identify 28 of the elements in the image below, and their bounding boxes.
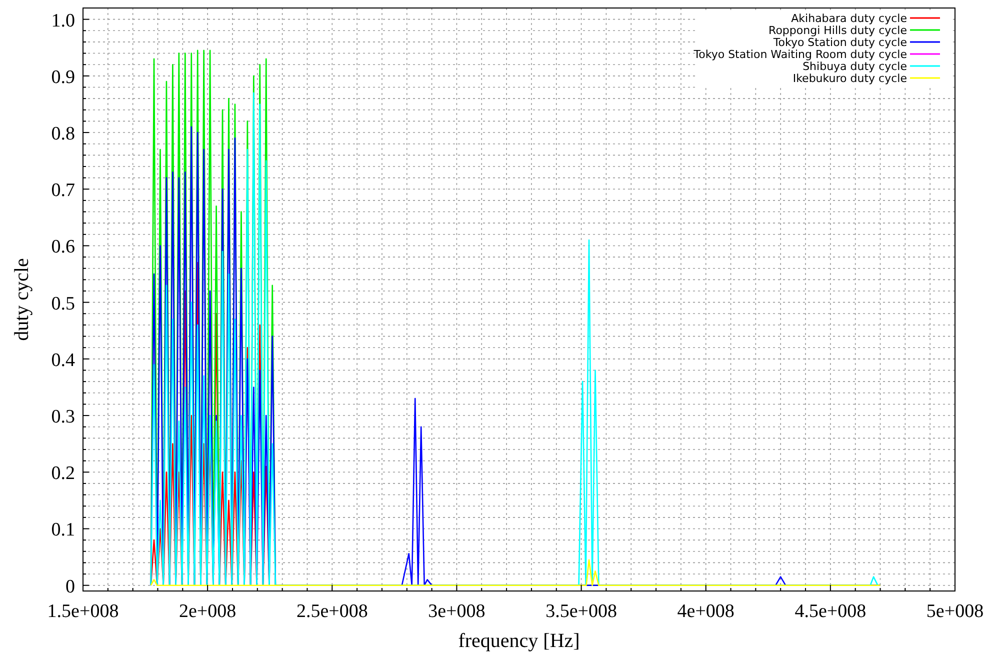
- y-tick-label: 1.0: [51, 10, 75, 32]
- y-tick-label: 0.4: [51, 350, 76, 371]
- legend-label: Ikebukuro duty cycle: [792, 72, 908, 85]
- x-tick-label: 2.5e+008: [296, 601, 368, 622]
- x-tick-label: 4e+008: [677, 601, 734, 622]
- x-tick-label: 4.5e+008: [794, 601, 866, 622]
- legend-label: Tokyo Station Waiting Room duty cycle: [692, 48, 908, 61]
- x-axis-title: frequency [Hz]: [458, 630, 580, 652]
- x-tick-label: 1.5e+008: [47, 601, 119, 622]
- x-tick-label: 3e+008: [428, 601, 486, 622]
- y-axis-title: duty cycle: [11, 258, 33, 341]
- y-tick-label: 0: [66, 576, 75, 598]
- x-tick-label: 3.5e+008: [546, 601, 617, 622]
- y-tick-label: 0.7: [51, 180, 75, 202]
- x-tick-label: 5e+008: [926, 601, 984, 622]
- legend-label: Tokyo Station duty cycle: [772, 36, 908, 49]
- x-tick-label: 2e+008: [178, 601, 236, 622]
- y-tick-label: 0.5: [51, 293, 75, 314]
- legend-label: Akihabara duty cycle: [791, 12, 908, 25]
- line-series: [150, 559, 881, 586]
- y-tick-label: 0.6: [51, 236, 75, 258]
- y-tick-label: 0.8: [51, 124, 75, 145]
- legend-label: Roppongi Hills duty cycle: [768, 24, 908, 37]
- y-tick-label: 0.3: [51, 406, 75, 428]
- y-tick-label: 0.1: [51, 520, 75, 541]
- y-tick-label: 0.9: [51, 66, 75, 88]
- y-tick-label: 0.2: [51, 463, 75, 484]
- legend-label: Shibuya duty cycle: [802, 60, 908, 73]
